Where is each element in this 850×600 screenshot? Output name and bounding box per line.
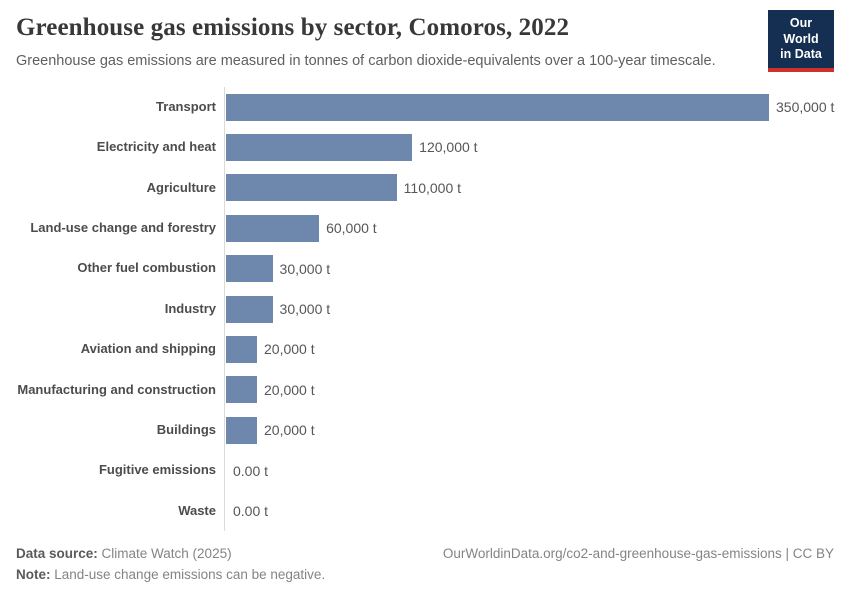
bar-row: Buildings 20,000 t — [16, 410, 834, 451]
bar-plot-cell: 20,000 t — [224, 369, 834, 410]
bar-row: Agriculture 110,000 t — [16, 167, 834, 209]
value-label: 0.00 t — [233, 462, 269, 479]
bar-plot-cell: 120,000 t — [224, 127, 834, 168]
bar-row: Other fuel combustion 30,000 t — [16, 248, 834, 289]
bar-plot-cell: 20,000 t — [224, 329, 834, 370]
data-source-line: Data source: Climate Watch (2025) — [16, 544, 232, 565]
bar[interactable] — [226, 295, 273, 323]
value-label: 20,000 t — [264, 381, 315, 398]
category-label: Buildings — [156, 422, 216, 438]
category-label: Manufacturing and construction — [17, 381, 216, 397]
bar[interactable] — [226, 416, 258, 444]
bar[interactable] — [226, 174, 397, 202]
bar-chart: Transport 350,000 t Electricity and heat 12… — [16, 86, 835, 532]
bar-plot-cell: 60,000 t — [224, 208, 834, 249]
owid-logo: Our World in Data — [768, 10, 834, 72]
bar-row: Manufacturing and construction 20,000 t — [16, 369, 834, 410]
bar[interactable] — [226, 255, 273, 283]
value-label: 0.00 t — [233, 502, 269, 519]
category-label: Agriculture — [146, 179, 216, 195]
value-label: 30,000 t — [279, 301, 331, 318]
note-value: Land-use change emissions can be negativ… — [50, 567, 326, 583]
bar[interactable] — [226, 376, 258, 404]
note-label: Note: — [16, 567, 51, 583]
chart-footer: Data source: Climate Watch (2025) OurWor… — [16, 544, 834, 586]
chart-title: Greenhouse gas emissions by sector, Como… — [16, 14, 570, 41]
bar-rows: Transport 350,000 t Electricity and heat 12… — [16, 86, 835, 532]
bar-plot-cell: 20,000 t — [224, 410, 834, 451]
bar-row: Fugitive emissions 0.00 t — [16, 450, 834, 491]
chart-subtitle: Greenhouse gas emissions are measured in… — [16, 52, 716, 69]
bar-row: Land-use change and forestry 60,000 t — [16, 208, 834, 249]
bar[interactable] — [226, 335, 258, 363]
category-label: Land-use change and forestry — [30, 220, 216, 236]
value-label: 60,000 t — [326, 220, 377, 237]
citation-link[interactable]: OurWorldinData.org/co2-and-greenhouse-ga… — [442, 546, 834, 562]
value-label: 20,000 t — [264, 422, 315, 439]
bar-plot-cell: 30,000 t — [224, 288, 834, 330]
bar-row: Electricity and heat 120,000 t — [16, 127, 834, 168]
category-label: Industry — [164, 300, 216, 316]
category-label: Electricity and heat — [96, 139, 216, 155]
data-source-label: Data source: — [16, 546, 98, 562]
owid-logo-line1: Our World — [783, 16, 819, 46]
bar-plot-cell: 350,000 t — [224, 86, 835, 128]
category-label: Transport — [156, 98, 216, 114]
value-label: 20,000 t — [264, 341, 315, 358]
value-label: 110,000 t — [403, 179, 462, 196]
owid-logo-box: Our World in Data — [768, 10, 834, 68]
note-line: Note: Land-use change emissions can be n… — [16, 565, 834, 586]
bar-row: Transport 350,000 t — [16, 86, 835, 128]
bar-row: Industry 30,000 t — [16, 288, 834, 330]
value-label: 30,000 t — [279, 260, 331, 277]
value-label: 350,000 t — [776, 99, 835, 116]
category-label: Other fuel combustion — [77, 260, 216, 276]
bar[interactable] — [226, 93, 769, 121]
category-label: Fugitive emissions — [98, 462, 216, 478]
data-source-value: Climate Watch (2025) — [97, 546, 232, 562]
bar-plot-cell: 30,000 t — [224, 248, 834, 289]
bar[interactable] — [226, 133, 413, 161]
category-label: Aviation and shipping — [80, 341, 216, 357]
category-label: Waste — [178, 502, 216, 518]
owid-logo-line2: in Data — [780, 47, 822, 62]
value-label: 120,000 t — [419, 139, 478, 156]
owid-logo-red-stripe — [768, 67, 834, 72]
bar[interactable] — [226, 214, 320, 242]
bar-plot-cell: 0.00 t — [224, 490, 834, 532]
bar-plot-cell: 0.00 t — [224, 450, 834, 491]
bar-plot-cell: 110,000 t — [224, 167, 834, 209]
bar-row: Aviation and shipping 20,000 t — [16, 329, 834, 370]
bar-row: Waste 0.00 t — [16, 490, 834, 532]
